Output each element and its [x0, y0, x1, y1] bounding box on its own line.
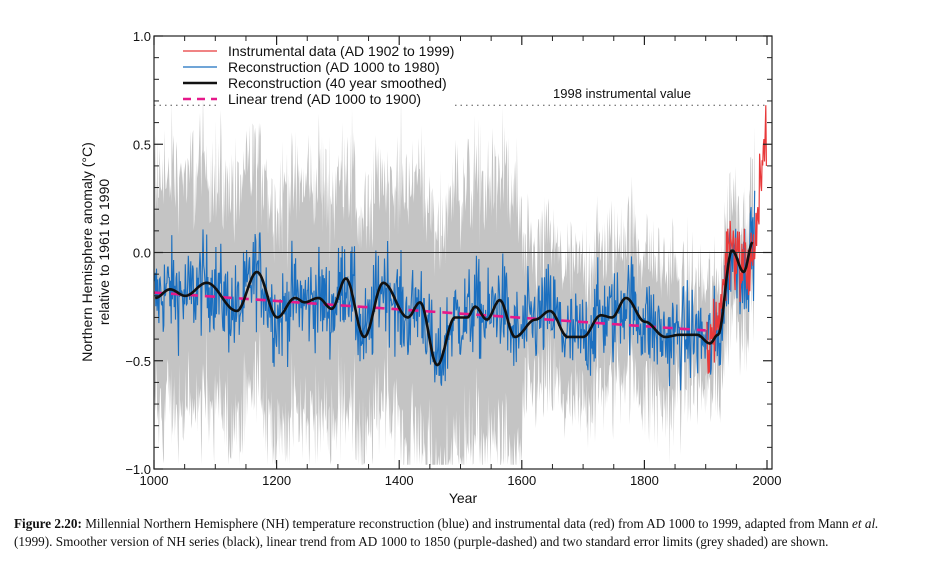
y-tick-label: −0.5	[125, 354, 151, 369]
x-tick-label: 2000	[753, 473, 782, 488]
reconstruction-layer	[153, 190, 756, 391]
caption-italic: et al.	[852, 516, 879, 531]
uncertainty-band-layer	[154, 92, 755, 465]
legend: Instrumental data (AD 1902 to 1999) Reco…	[183, 43, 454, 107]
caption-text-2: (1999). Smoother version of NH series (b…	[14, 534, 829, 549]
legend-label-trend: Linear trend (AD 1000 to 1900)	[228, 91, 421, 107]
x-tick-label: 1000	[140, 473, 169, 488]
x-axis-title: Year	[449, 490, 478, 506]
y-axis-subtitle: relative to 1961 to 1990	[96, 179, 112, 326]
y-tick-label: −1.0	[125, 462, 151, 477]
x-tick-label: 1400	[385, 473, 414, 488]
linear-trend-line	[153, 291, 706, 332]
axes: 1000 1200 1400 1600 1800 2000 −1.0 −0.5 0.0 0.5 1.…	[125, 29, 781, 488]
uncertainty-band	[154, 92, 755, 465]
annotation-1998-label: 1998 instrumental value	[553, 86, 691, 101]
legend-label-reconstruction: Reconstruction (AD 1000 to 1980)	[228, 59, 440, 75]
x-tick-label: 1800	[630, 473, 659, 488]
caption-label: Figure 2.20:	[14, 516, 82, 531]
legend-label-instrumental: Instrumental data (AD 1902 to 1999)	[228, 43, 454, 59]
x-tick-label: 1600	[507, 473, 536, 488]
reconstruction-line	[153, 190, 756, 391]
trend-layer	[153, 291, 706, 332]
caption-text-1: Millennial Northern Hemisphere (NH) temp…	[81, 516, 853, 531]
figure-caption: Figure 2.20: Millennial Northern Hemisph…	[14, 515, 914, 551]
x-tick-label: 1200	[262, 473, 291, 488]
y-axis-title: Northern Hemisphere anomaly (°C)	[79, 142, 95, 362]
smoothed-layer	[155, 241, 754, 367]
y-tick-label: 1.0	[133, 29, 151, 44]
instrumental-layer	[706, 105, 767, 374]
legend-label-smoothed: Reconstruction (40 year smoothed)	[228, 75, 447, 91]
instrumental-line	[706, 105, 767, 374]
smoothed-line	[155, 241, 754, 367]
annotation-layer: 1998 instrumental value	[154, 86, 767, 106]
temperature-chart: 1998 instrumental value 1000 1200 1400 1600…	[79, 29, 781, 506]
y-tick-label: 0.5	[133, 137, 151, 152]
y-tick-label: 0.0	[133, 246, 151, 261]
